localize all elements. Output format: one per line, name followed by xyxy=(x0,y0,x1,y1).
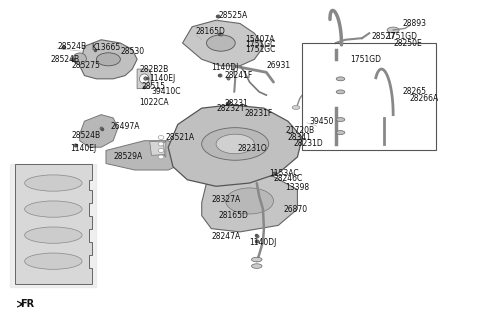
Text: 28231D: 28231D xyxy=(294,139,324,148)
Polygon shape xyxy=(168,105,302,186)
Polygon shape xyxy=(158,141,166,157)
Polygon shape xyxy=(15,164,92,284)
Ellipse shape xyxy=(387,27,399,33)
Text: 28265: 28265 xyxy=(403,87,427,96)
Text: 28525A: 28525A xyxy=(218,11,248,20)
Polygon shape xyxy=(106,141,182,170)
Text: 28266A: 28266A xyxy=(410,94,439,103)
Text: 1751GD: 1751GD xyxy=(386,32,417,41)
Text: 28530: 28530 xyxy=(120,47,144,56)
Text: 28165D: 28165D xyxy=(218,211,248,220)
Ellipse shape xyxy=(24,201,82,217)
Text: 28246C: 28246C xyxy=(274,174,303,183)
Ellipse shape xyxy=(216,134,254,154)
Ellipse shape xyxy=(252,264,262,268)
Text: 1022CA: 1022CA xyxy=(140,98,169,107)
Text: 1140DJ: 1140DJ xyxy=(250,238,277,247)
Polygon shape xyxy=(137,69,152,89)
Polygon shape xyxy=(202,173,298,232)
Text: 28231F: 28231F xyxy=(245,109,273,117)
Ellipse shape xyxy=(292,106,300,110)
Text: 28250E: 28250E xyxy=(393,39,422,47)
Text: 28341: 28341 xyxy=(288,133,312,142)
Text: 1751GC: 1751GC xyxy=(245,45,275,54)
Ellipse shape xyxy=(336,90,345,94)
Text: 28231O: 28231O xyxy=(238,144,267,153)
Text: 26870: 26870 xyxy=(283,205,307,214)
Text: 28527: 28527 xyxy=(372,32,396,41)
Text: 28165D: 28165D xyxy=(196,27,226,36)
Text: 15407A: 15407A xyxy=(245,35,274,44)
Text: 1140DJ: 1140DJ xyxy=(211,63,239,72)
Text: 28231: 28231 xyxy=(225,99,249,108)
Text: 1153AC: 1153AC xyxy=(269,169,299,178)
Ellipse shape xyxy=(158,155,164,159)
Ellipse shape xyxy=(24,253,82,269)
Ellipse shape xyxy=(24,227,82,243)
Ellipse shape xyxy=(226,188,274,214)
Text: 28524B: 28524B xyxy=(57,42,86,51)
Bar xyxy=(302,43,436,150)
Text: 28247A: 28247A xyxy=(211,232,240,241)
Ellipse shape xyxy=(158,135,164,139)
Text: 1751GD: 1751GD xyxy=(350,55,381,64)
Text: 1751GC: 1751GC xyxy=(245,40,275,49)
Text: 21720B: 21720B xyxy=(286,127,314,135)
Text: 28893: 28893 xyxy=(403,19,427,28)
Text: 28515: 28515 xyxy=(142,82,166,92)
Text: 26931: 26931 xyxy=(266,61,290,70)
Ellipse shape xyxy=(24,175,82,191)
Text: 28241F: 28241F xyxy=(225,71,253,80)
Polygon shape xyxy=(80,40,137,79)
Bar xyxy=(150,141,165,155)
Text: 1140EJ: 1140EJ xyxy=(70,144,96,153)
Ellipse shape xyxy=(158,142,164,146)
Text: 39410C: 39410C xyxy=(152,87,181,96)
Text: 26497A: 26497A xyxy=(111,122,140,130)
Text: 28529A: 28529A xyxy=(113,152,143,162)
Text: FR: FR xyxy=(20,299,34,309)
Text: 28521A: 28521A xyxy=(166,133,195,142)
Ellipse shape xyxy=(336,118,345,122)
Text: 285275: 285275 xyxy=(72,61,100,70)
Ellipse shape xyxy=(96,53,120,66)
Ellipse shape xyxy=(336,130,345,134)
Polygon shape xyxy=(10,164,96,287)
Text: 28524B: 28524B xyxy=(51,55,80,64)
Polygon shape xyxy=(80,115,118,147)
Text: K13665: K13665 xyxy=(92,43,121,52)
Ellipse shape xyxy=(202,128,269,160)
Text: 1140EJ: 1140EJ xyxy=(149,74,175,83)
Ellipse shape xyxy=(252,257,262,262)
Ellipse shape xyxy=(336,77,345,81)
Ellipse shape xyxy=(73,53,86,64)
Text: 282B2B: 282B2B xyxy=(140,65,169,74)
Text: 39450: 39450 xyxy=(310,117,334,126)
Text: 28327A: 28327A xyxy=(211,195,240,204)
Ellipse shape xyxy=(140,74,149,84)
Text: 13398: 13398 xyxy=(286,183,310,192)
Polygon shape xyxy=(182,20,264,66)
Ellipse shape xyxy=(206,35,235,51)
Text: 28232T: 28232T xyxy=(216,104,245,112)
Ellipse shape xyxy=(158,148,164,152)
Text: 28524B: 28524B xyxy=(72,131,101,140)
